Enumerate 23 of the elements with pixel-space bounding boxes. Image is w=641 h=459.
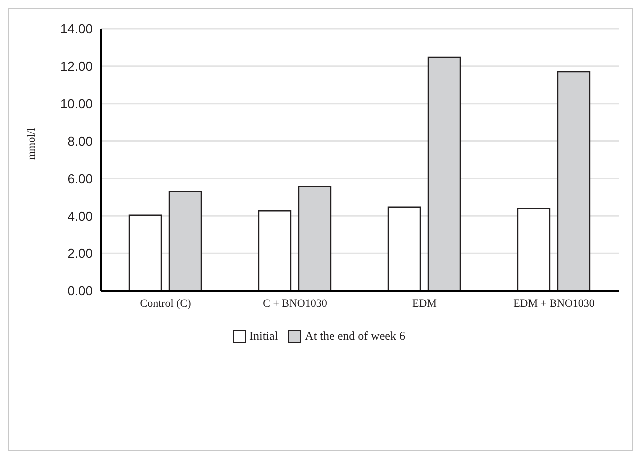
legend-label: Initial [250, 329, 278, 344]
bar [557, 71, 591, 291]
bar [517, 208, 551, 291]
x-tick-label: C + BNO1030 [263, 298, 328, 310]
y-tick-label: 2.00 [68, 246, 93, 262]
bar [258, 210, 292, 291]
y-tick-label: 10.00 [60, 96, 93, 112]
x-tick-label: EDM + BNO1030 [514, 298, 596, 310]
bar [298, 186, 332, 291]
bar [388, 206, 422, 291]
y-tick-label: 14.00 [60, 22, 93, 37]
legend-label: At the end of week 6 [305, 329, 406, 344]
y-tick-label: 6.00 [68, 171, 93, 186]
bar [128, 214, 162, 291]
y-axis-title: mmol/l [26, 128, 38, 160]
x-tick-label: EDM [412, 298, 438, 310]
y-tick-label: 12.00 [60, 59, 93, 74]
bar [428, 56, 462, 291]
x-tick-label: Control (C) [140, 298, 192, 310]
bar [168, 191, 202, 291]
y-tick-label: 0.00 [68, 284, 93, 299]
y-tick-label: 4.00 [68, 208, 93, 224]
y-tick-label: 8.00 [68, 134, 93, 149]
